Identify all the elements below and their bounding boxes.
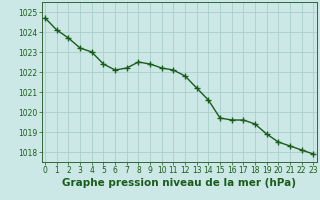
X-axis label: Graphe pression niveau de la mer (hPa): Graphe pression niveau de la mer (hPa) bbox=[62, 178, 296, 188]
